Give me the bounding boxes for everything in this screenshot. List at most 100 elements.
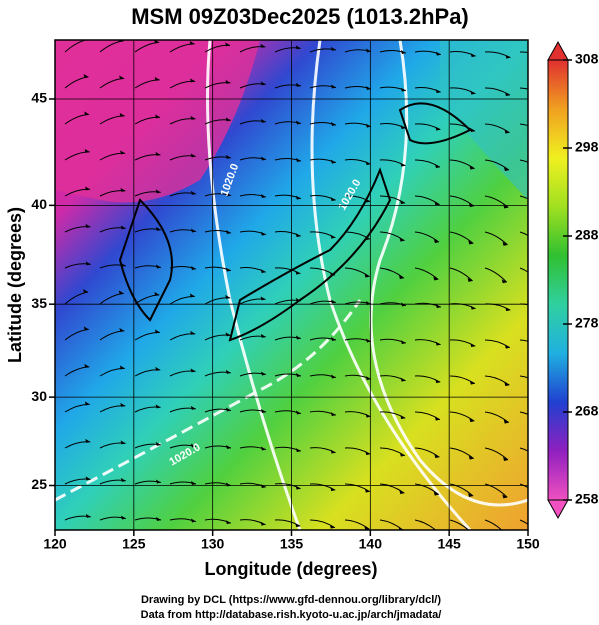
- arrow-head: [364, 273, 370, 278]
- chart-title: MSM 09Z03Dec2025 (1013.2hPa): [131, 4, 469, 29]
- arrow-head: [400, 87, 406, 92]
- x-tick-label: 120: [43, 536, 67, 552]
- arrow-head: [118, 290, 124, 295]
- arrow-head: [399, 200, 405, 205]
- arrow-head: [504, 92, 510, 97]
- arrow-head: [400, 125, 406, 130]
- streamline: [379, 483, 405, 494]
- arrow-head: [470, 90, 476, 95]
- arrow-head: [190, 190, 196, 195]
- arrow-head: [434, 416, 440, 421]
- arrow-head: [434, 201, 440, 206]
- arrow-head: [120, 262, 126, 267]
- y-tick-label: 40: [31, 196, 47, 212]
- streamline: [484, 447, 509, 461]
- arrow-head: [190, 405, 196, 410]
- arrow-head: [225, 267, 231, 272]
- arrow-head: [190, 228, 196, 233]
- arrow-head: [399, 237, 405, 242]
- arrow-head: [365, 48, 371, 53]
- arrow-head: [400, 377, 406, 382]
- streamline: [519, 411, 528, 415]
- arrow-head: [155, 189, 161, 194]
- arrow-head: [468, 240, 474, 245]
- arrow-head: [365, 413, 371, 418]
- streamline: [449, 159, 475, 170]
- colorbar-tick-label: 268: [575, 403, 599, 419]
- arrow-head: [120, 150, 126, 155]
- y-tick-label: 30: [31, 388, 47, 404]
- arrow-head: [364, 236, 370, 241]
- streamline: [344, 267, 370, 278]
- arrow-head: [539, 346, 544, 350]
- arrow-head: [84, 148, 90, 153]
- colorbar-tick-label: 308: [575, 51, 599, 67]
- arrow-head: [119, 112, 125, 117]
- y-tick-label: 35: [31, 295, 47, 311]
- arrow-head: [225, 230, 231, 235]
- arrow-head: [537, 243, 542, 247]
- streamline: [484, 231, 508, 246]
- streamline: [379, 519, 404, 530]
- arrow-head: [295, 158, 301, 163]
- arrow-head: [330, 374, 336, 379]
- arrow-head: [295, 485, 301, 490]
- colorbar-tick-label: 278: [575, 315, 599, 331]
- arrow-head: [433, 276, 439, 281]
- arrow-head: [295, 270, 301, 275]
- streamline: [519, 231, 528, 236]
- arrow-head: [260, 371, 266, 376]
- arrow-head: [120, 187, 126, 192]
- streamline: [519, 159, 528, 163]
- arrow-head: [469, 165, 475, 170]
- arrow-head: [260, 156, 266, 161]
- streamline: [519, 51, 528, 54]
- arrow-head: [365, 376, 371, 381]
- streamline: [449, 267, 473, 282]
- arrow-head: [190, 78, 196, 83]
- streamline: [484, 375, 510, 386]
- arrow-head: [329, 524, 335, 529]
- arrow-head: [225, 117, 231, 122]
- arrow-head: [155, 479, 161, 484]
- arrow-head: [190, 266, 196, 271]
- arrow-head: [155, 441, 161, 446]
- arrow-head: [540, 56, 545, 60]
- arrow-head: [365, 338, 371, 343]
- arrow-head: [155, 366, 161, 371]
- x-tick-label: 130: [201, 536, 225, 552]
- streamline: [519, 87, 528, 90]
- arrow-head: [400, 340, 406, 345]
- arrow-head: [260, 521, 266, 526]
- streamline: [484, 411, 510, 423]
- streamline: [414, 447, 440, 458]
- arrow-head: [190, 115, 196, 120]
- arrow-head: [120, 402, 126, 407]
- arrow-head: [85, 186, 91, 191]
- arrow-head: [84, 401, 90, 406]
- arrow-head: [434, 454, 440, 459]
- arrow-head: [225, 42, 231, 47]
- arrow-head: [225, 192, 231, 197]
- arrow-head: [84, 111, 90, 116]
- arrow-head: [120, 515, 126, 520]
- streamline: [449, 519, 470, 530]
- arrow-head: [83, 326, 89, 331]
- arrow-head: [295, 410, 301, 415]
- streamline: [379, 231, 405, 242]
- arrow-head: [295, 297, 301, 302]
- arrow-head: [502, 494, 508, 499]
- colorbar-tick-label: 258: [575, 491, 599, 507]
- arrow-head: [503, 457, 509, 462]
- arrow-head: [536, 281, 541, 285]
- arrow-head: [400, 415, 406, 420]
- arrow-head: [469, 128, 475, 133]
- streamline: [379, 267, 405, 279]
- arrow-head: [365, 451, 371, 456]
- arrow-head: [434, 164, 440, 169]
- arrow-head: [365, 161, 371, 166]
- arrow-head: [467, 277, 473, 282]
- streamline: [519, 519, 528, 525]
- credit: Drawing by DCL (https://www.gfd-dennou.o…: [141, 594, 441, 606]
